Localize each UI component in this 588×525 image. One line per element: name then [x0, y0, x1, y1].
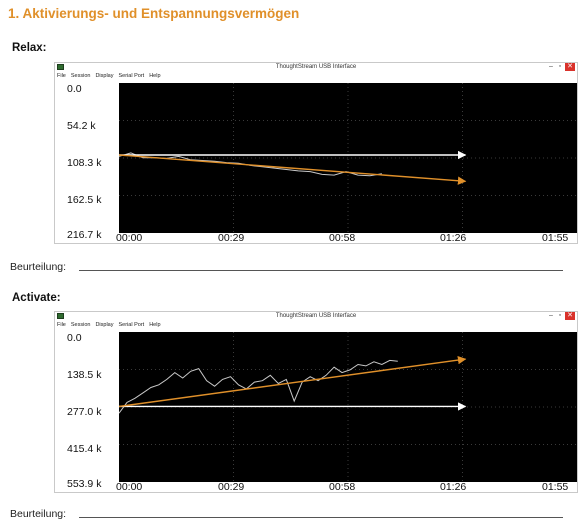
menu-bar: File Session Display Serial Port Help — [55, 72, 577, 80]
rating-label-activate: Beurteilung: — [10, 508, 67, 520]
rating-input-line-relax[interactable] — [79, 270, 563, 271]
menu-serial-port[interactable]: Serial Port — [118, 322, 145, 328]
y-tick-label: 162.5 k — [67, 194, 102, 206]
menu-help[interactable]: Help — [149, 73, 161, 79]
y-tick-label: 415.4 k — [67, 443, 102, 455]
app-window-relax: ThoughtStream USB Interface – ▫ ✕ File S… — [54, 62, 578, 244]
plot-svg-activate — [119, 332, 577, 482]
app-icon — [57, 64, 64, 70]
x-tick-label: 00:29 — [218, 481, 245, 493]
x-tick-label: 01:55 — [542, 481, 569, 493]
y-tick-label: 0.0 — [67, 83, 82, 95]
menu-session[interactable]: Session — [70, 73, 91, 79]
menu-bar: File Session Display Serial Port Help — [55, 321, 577, 329]
menu-file[interactable]: File — [57, 322, 66, 328]
y-tick-label: 553.9 k — [67, 478, 102, 490]
x-tick-label: 00:29 — [218, 232, 245, 244]
y-tick-label: 108.3 k — [67, 157, 102, 169]
app-icon — [57, 313, 64, 319]
y-tick-label: 54.2 k — [67, 120, 96, 132]
window-titlebar[interactable]: ThoughtStream USB Interface – ▫ ✕ — [55, 312, 577, 321]
maximize-button[interactable]: ▫ — [558, 312, 562, 319]
x-tick-label: 01:55 — [542, 232, 569, 244]
menu-help[interactable]: Help — [149, 322, 161, 328]
menu-serial-port[interactable]: Serial Port — [118, 73, 145, 79]
x-tick-label: 00:00 — [116, 481, 143, 493]
x-tick-label: 01:26 — [440, 232, 467, 244]
y-tick-label: 277.0 k — [67, 406, 102, 418]
plot-area-relax — [119, 83, 577, 233]
menu-display[interactable]: Display — [95, 73, 114, 79]
app-window-activate: ThoughtStream USB Interface – ▫ ✕ File S… — [54, 311, 578, 493]
plot-svg-relax — [119, 83, 577, 233]
section-label-activate: Activate: — [12, 292, 61, 304]
close-button[interactable]: ✕ — [565, 312, 575, 320]
minimize-button[interactable]: – — [549, 312, 553, 319]
x-tick-label: 00:58 — [329, 232, 356, 244]
window-title: ThoughtStream USB Interface — [275, 64, 357, 70]
x-tick-label: 01:26 — [440, 481, 467, 493]
orange-trend-arrow — [119, 355, 467, 408]
x-tick-label: 00:00 — [116, 232, 143, 244]
x-tick-label: 00:58 — [329, 481, 356, 493]
window-titlebar[interactable]: ThoughtStream USB Interface – ▫ ✕ — [55, 63, 577, 72]
orange-trend-arrow — [119, 154, 467, 185]
y-tick-label: 216.7 k — [67, 229, 102, 241]
maximize-button[interactable]: ▫ — [558, 63, 562, 70]
menu-display[interactable]: Display — [95, 322, 114, 328]
close-button[interactable]: ✕ — [565, 63, 575, 71]
window-title: ThoughtStream USB Interface — [275, 313, 357, 319]
section-label-relax: Relax: — [12, 42, 47, 54]
signal-trace-line — [119, 359, 398, 414]
y-tick-label: 138.5 k — [67, 369, 102, 381]
minimize-button[interactable]: – — [549, 63, 553, 70]
y-tick-label: 0.0 — [67, 332, 82, 344]
page-heading: 1. Aktivierungs- und Entspannungsvermöge… — [8, 6, 300, 21]
plot-area-activate — [119, 332, 577, 482]
rating-input-line-activate[interactable] — [79, 517, 563, 518]
rating-label-relax: Beurteilung: — [10, 261, 67, 273]
menu-session[interactable]: Session — [70, 322, 91, 328]
menu-file[interactable]: File — [57, 73, 66, 79]
